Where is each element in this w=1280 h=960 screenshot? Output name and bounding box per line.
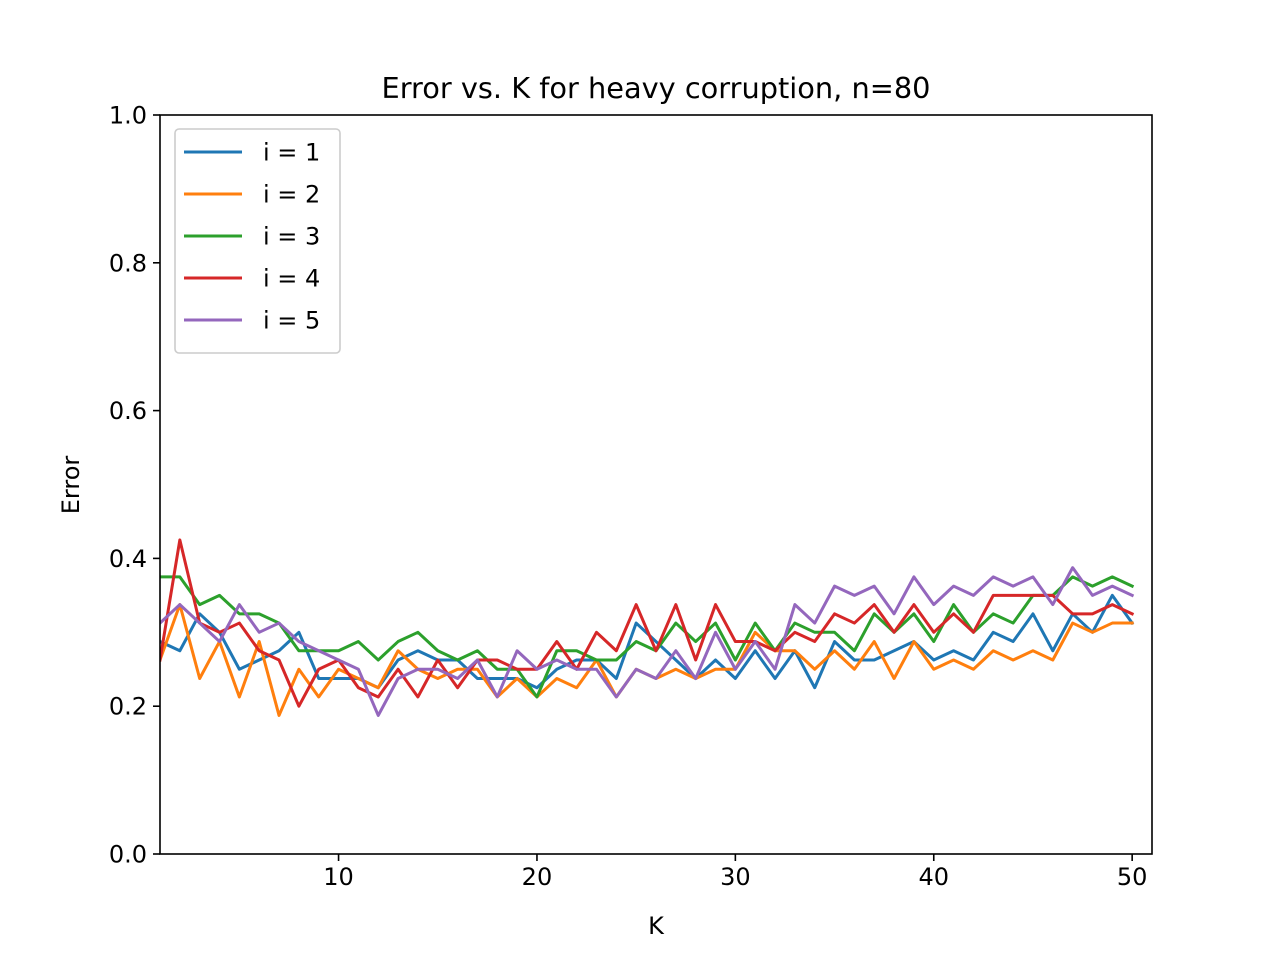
y-tick-label: 0.6 (109, 397, 147, 425)
y-axis-label: Error (57, 456, 85, 515)
x-axis-ticks: 10 20 30 40 50 (323, 854, 1147, 891)
x-axis-label: K (648, 912, 665, 940)
y-tick-label: 0.4 (109, 545, 147, 573)
y-axis-ticks: 0.0 0.2 0.4 0.6 0.8 1.0 (109, 102, 160, 869)
x-tick-label: 40 (918, 863, 949, 891)
x-tick-label: 20 (522, 863, 553, 891)
series-line-5 (160, 566, 1135, 717)
legend-label-4: i = 4 (263, 265, 320, 293)
y-tick-label: 0.0 (109, 841, 147, 869)
series-line-1 (160, 593, 1135, 690)
x-tick-label: 30 (720, 863, 751, 891)
x-tick-label: 50 (1117, 863, 1148, 891)
series-lines (160, 538, 1135, 717)
x-tick-label: 10 (323, 863, 354, 891)
chart-title: Error vs. K for heavy corruption, n=80 (382, 71, 931, 105)
y-tick-label: 0.8 (109, 249, 147, 277)
plot-frame (159, 114, 1153, 855)
legend-frame (174, 128, 341, 354)
y-tick-label: 1.0 (109, 102, 147, 130)
legend: i = 1 i = 2 i = 3 i = 4 i = 5 (174, 128, 341, 354)
series-line-4 (160, 538, 1135, 708)
y-tick-label: 0.2 (109, 693, 147, 721)
legend-label-3: i = 3 (263, 223, 320, 251)
legend-label-5: i = 5 (263, 307, 320, 335)
legend-label-2: i = 2 (263, 181, 320, 209)
legend-label-1: i = 1 (263, 139, 320, 167)
